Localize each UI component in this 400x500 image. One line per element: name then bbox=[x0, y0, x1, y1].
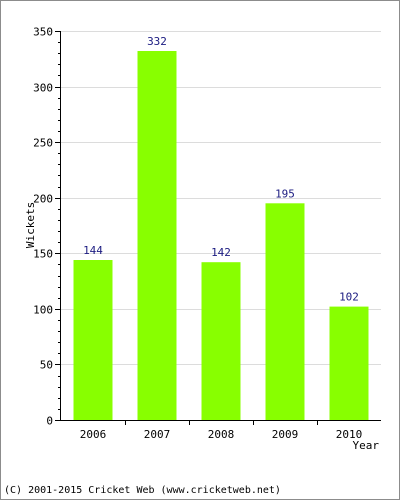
bar-2008 bbox=[201, 262, 241, 420]
copyright-footer: (C) 2001-2015 Cricket Web (www.cricketwe… bbox=[4, 485, 281, 496]
y-tick-label: 300 bbox=[33, 82, 53, 95]
x-axis-label: Year bbox=[353, 439, 380, 452]
y-tick-label: 150 bbox=[33, 248, 53, 261]
y-tick-label: 250 bbox=[33, 137, 53, 150]
bar-2010 bbox=[329, 306, 369, 420]
y-tick-label: 0 bbox=[46, 415, 53, 428]
x-tick-labels: 2006 2007 2008 2009 2010 bbox=[80, 428, 363, 441]
value-label-2006: 144 bbox=[83, 244, 103, 257]
x-tick-label-2010: 2010 bbox=[336, 428, 363, 441]
x-tick-label-2007: 2007 bbox=[144, 428, 171, 441]
value-label-2007: 332 bbox=[147, 35, 167, 48]
bars bbox=[73, 51, 369, 420]
bar-2009 bbox=[265, 203, 305, 420]
y-tick-label: 50 bbox=[40, 359, 53, 372]
value-label-2009: 195 bbox=[275, 187, 295, 200]
x-tick-label-2006: 2006 bbox=[80, 428, 107, 441]
x-tick-label-2008: 2008 bbox=[208, 428, 235, 441]
value-label-2010: 102 bbox=[339, 291, 359, 304]
axes bbox=[55, 31, 381, 425]
y-tick-label: 350 bbox=[33, 26, 53, 39]
bar-2007 bbox=[137, 51, 177, 420]
value-label-2008: 142 bbox=[211, 246, 231, 259]
gridlines bbox=[61, 31, 381, 365]
bar-2006 bbox=[73, 260, 113, 420]
y-axis-label: Wickets bbox=[24, 202, 37, 248]
x-tick-label-2009: 2009 bbox=[272, 428, 299, 441]
y-tick-label: 200 bbox=[33, 193, 53, 206]
y-tick-labels: 0 50 100 150 200 250 300 350 bbox=[33, 26, 53, 428]
value-labels: 144 332 142 195 102 bbox=[83, 35, 359, 304]
y-tick-label: 100 bbox=[33, 304, 53, 317]
